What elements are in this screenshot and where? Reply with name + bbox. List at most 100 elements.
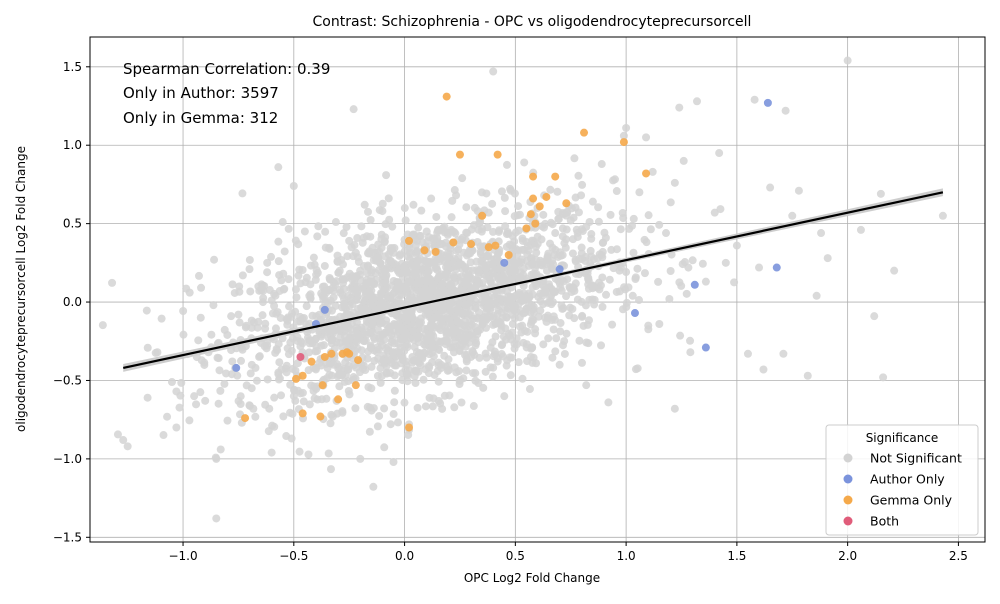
not-significant-point xyxy=(594,203,603,212)
not-significant-point xyxy=(438,280,447,289)
not-significant-point xyxy=(518,295,527,304)
not-significant-point xyxy=(324,449,333,458)
not-significant-point xyxy=(537,235,546,244)
not-significant-point xyxy=(715,149,724,158)
not-significant-point xyxy=(458,174,467,183)
not-significant-point xyxy=(635,188,644,197)
not-significant-point xyxy=(283,344,292,353)
not-significant-point xyxy=(679,156,688,165)
not-significant-point xyxy=(498,340,507,349)
not-significant-point xyxy=(383,283,392,292)
not-significant-point xyxy=(380,238,389,247)
not-significant-point xyxy=(587,234,596,243)
not-significant-point xyxy=(347,275,356,284)
not-significant-point xyxy=(554,252,563,261)
not-significant-point xyxy=(339,229,348,238)
author-only-point xyxy=(701,343,710,352)
not-significant-point xyxy=(469,402,478,411)
not-significant-point xyxy=(450,186,459,195)
not-significant-point xyxy=(531,329,540,338)
not-significant-point xyxy=(235,287,244,296)
not-significant-point xyxy=(434,396,443,405)
not-significant-point xyxy=(247,384,256,393)
not-significant-point xyxy=(234,310,243,319)
not-significant-point xyxy=(665,294,674,303)
not-significant-point xyxy=(227,312,236,321)
author-only-point xyxy=(690,280,699,289)
not-significant-point xyxy=(366,232,375,241)
not-significant-point xyxy=(555,360,564,369)
not-significant-point xyxy=(179,306,188,315)
not-significant-point xyxy=(476,217,485,226)
not-significant-point xyxy=(353,234,362,243)
not-significant-point xyxy=(159,431,168,440)
not-significant-point xyxy=(562,292,571,301)
not-significant-point xyxy=(553,187,562,196)
not-significant-point xyxy=(305,291,314,300)
both-point xyxy=(296,352,305,361)
not-significant-point xyxy=(345,236,354,245)
not-significant-point xyxy=(586,246,595,255)
not-significant-point xyxy=(552,334,561,343)
not-significant-point xyxy=(426,331,435,340)
not-significant-point xyxy=(294,271,303,280)
not-significant-point xyxy=(503,227,512,236)
not-significant-point xyxy=(512,334,521,343)
not-significant-point xyxy=(366,343,375,352)
not-significant-point xyxy=(331,218,340,227)
not-significant-point xyxy=(282,368,291,377)
not-significant-point xyxy=(302,302,311,311)
not-significant-point xyxy=(329,293,338,302)
not-significant-point xyxy=(214,338,223,347)
not-significant-point xyxy=(438,404,447,413)
not-significant-point xyxy=(455,340,464,349)
not-significant-point xyxy=(261,400,270,409)
not-significant-point xyxy=(304,450,313,459)
not-significant-point xyxy=(434,272,443,281)
not-significant-point xyxy=(518,245,527,254)
not-significant-point xyxy=(503,356,512,365)
not-significant-point xyxy=(419,375,428,384)
not-significant-point xyxy=(376,289,385,298)
not-significant-point xyxy=(456,286,465,295)
not-significant-point xyxy=(276,313,285,322)
not-significant-point xyxy=(495,317,504,326)
not-significant-point xyxy=(406,291,415,300)
not-significant-point xyxy=(504,330,513,339)
not-significant-point xyxy=(482,314,491,323)
not-significant-point xyxy=(575,336,584,345)
not-significant-point xyxy=(609,176,618,185)
x-axis-label: OPC Log2 Fold Change xyxy=(464,571,600,585)
gemma-only-point xyxy=(345,349,354,358)
not-significant-point xyxy=(554,215,563,224)
y-axis: −1.5 −1.0 −0.5 0.0 0.5 1.0 1.5 xyxy=(53,60,90,544)
annotation-only-author: Only in Author: 3597 xyxy=(123,84,279,102)
not-significant-point xyxy=(584,316,593,325)
not-significant-point xyxy=(615,287,624,296)
not-significant-point xyxy=(404,272,413,281)
not-significant-point xyxy=(321,227,330,236)
not-significant-point xyxy=(593,254,602,263)
not-significant-point xyxy=(605,275,614,284)
not-significant-point xyxy=(510,212,519,221)
not-significant-point xyxy=(475,353,484,362)
not-significant-point xyxy=(472,257,481,266)
not-significant-point xyxy=(338,291,347,300)
not-significant-point xyxy=(340,377,349,386)
not-significant-point xyxy=(618,305,627,314)
not-significant-point xyxy=(280,247,289,256)
not-significant-point xyxy=(197,356,206,365)
not-significant-point xyxy=(163,412,172,421)
not-significant-point xyxy=(275,358,284,367)
not-significant-point xyxy=(560,349,569,358)
not-significant-point xyxy=(565,282,574,291)
not-significant-point xyxy=(823,254,832,263)
not-significant-point xyxy=(378,207,387,216)
legend-label-both: Both xyxy=(870,514,899,529)
not-significant-point xyxy=(472,266,481,275)
gemma-only-point xyxy=(298,371,307,380)
not-significant-point xyxy=(732,241,741,250)
not-significant-point xyxy=(509,297,518,306)
y-tick-label: 0.0 xyxy=(63,295,82,309)
not-significant-point xyxy=(358,238,367,247)
